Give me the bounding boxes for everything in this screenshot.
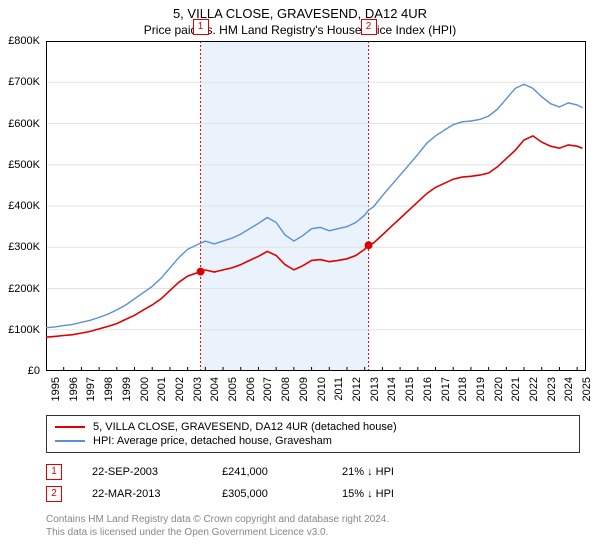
sale-marker: 2: [361, 19, 377, 35]
x-axis-tick: 2016: [422, 377, 434, 417]
x-axis-tick: 2025: [581, 377, 593, 417]
x-axis-tick: 2015: [404, 377, 416, 417]
x-axis-tick: 2005: [227, 377, 239, 417]
row-delta: 15% ↓ HPI: [342, 488, 394, 500]
x-axis-tick: 2013: [369, 377, 381, 417]
x-axis-tick: 2019: [475, 377, 487, 417]
x-axis-tick: 2001: [156, 377, 168, 417]
legend-item: HPI: Average price, detached house, Grav…: [55, 434, 571, 448]
x-axis-tick: 2020: [493, 377, 505, 417]
y-axis-tick: £400K: [0, 200, 40, 212]
x-axis-tick: 1999: [121, 377, 133, 417]
y-axis-tick: £0: [0, 365, 40, 377]
x-axis-tick: 2002: [174, 377, 186, 417]
footer-line: Contains HM Land Registry data © Crown c…: [46, 513, 580, 526]
transaction-table: 1 22-SEP-2003 £241,000 21% ↓ HPI 2 22-MAR-201…: [46, 461, 580, 505]
x-axis-tick: 2012: [351, 377, 363, 417]
x-axis-tick: 2021: [510, 377, 522, 417]
row-price: £241,000: [222, 466, 312, 478]
x-axis-tick: 2008: [280, 377, 292, 417]
transaction-row: 1 22-SEP-2003 £241,000 21% ↓ HPI: [46, 461, 580, 483]
row-marker: 1: [46, 464, 62, 480]
chart-title: 5, VILLA CLOSE, GRAVESEND, DA12 4UR: [0, 0, 600, 21]
x-axis-tick: 2006: [245, 377, 257, 417]
y-axis-tick: £800K: [0, 35, 40, 47]
legend-swatch: [55, 426, 85, 428]
legend-item: 5, VILLA CLOSE, GRAVESEND, DA12 4UR (det…: [55, 420, 571, 434]
chart-container: 5, VILLA CLOSE, GRAVESEND, DA12 4UR Pric…: [0, 0, 600, 560]
x-axis-tick: 2009: [298, 377, 310, 417]
y-axis-tick: £500K: [0, 159, 40, 171]
y-axis-tick: £200K: [0, 283, 40, 295]
line-chart: [46, 41, 586, 371]
x-axis-tick: 2018: [457, 377, 469, 417]
x-axis-tick: 2003: [192, 377, 204, 417]
legend-label: HPI: Average price, detached house, Grav…: [93, 435, 332, 447]
x-axis-tick: 2017: [440, 377, 452, 417]
x-axis-tick: 2007: [262, 377, 274, 417]
chart-subtitle: Price paid vs. HM Land Registry's House …: [0, 21, 600, 41]
footer-attribution: Contains HM Land Registry data © Crown c…: [46, 513, 580, 539]
x-axis-tick: 2014: [386, 377, 398, 417]
row-price: £305,000: [222, 488, 312, 500]
x-axis-tick: 2011: [333, 377, 345, 417]
x-axis-tick: 2000: [139, 377, 151, 417]
x-axis-tick: 1997: [85, 377, 97, 417]
y-axis-tick: £600K: [0, 118, 40, 130]
x-axis-tick: 2004: [209, 377, 221, 417]
x-axis-tick: 2010: [316, 377, 328, 417]
chart-area: £0£100K£200K£300K£400K£500K£600K£700K£80…: [46, 41, 588, 409]
y-axis-tick: £700K: [0, 76, 40, 88]
x-axis-tick: 1998: [103, 377, 115, 417]
footer-line: This data is licensed under the Open Gov…: [46, 526, 580, 539]
y-axis-tick: £300K: [0, 241, 40, 253]
transaction-row: 2 22-MAR-2013 £305,000 15% ↓ HPI: [46, 483, 580, 505]
x-axis-tick: 2022: [528, 377, 540, 417]
x-axis-tick: 1996: [68, 377, 80, 417]
y-axis-tick: £100K: [0, 324, 40, 336]
x-axis-tick: 2023: [546, 377, 558, 417]
x-axis-tick: 2024: [563, 377, 575, 417]
row-delta: 21% ↓ HPI: [342, 466, 394, 478]
row-date: 22-SEP-2003: [92, 466, 192, 478]
x-axis-tick: 1995: [50, 377, 62, 417]
row-marker: 2: [46, 486, 62, 502]
row-date: 22-MAR-2013: [92, 488, 192, 500]
legend: 5, VILLA CLOSE, GRAVESEND, DA12 4UR (det…: [46, 415, 580, 453]
legend-label: 5, VILLA CLOSE, GRAVESEND, DA12 4UR (det…: [93, 421, 397, 433]
legend-swatch: [55, 440, 85, 442]
sale-marker: 1: [193, 19, 209, 35]
